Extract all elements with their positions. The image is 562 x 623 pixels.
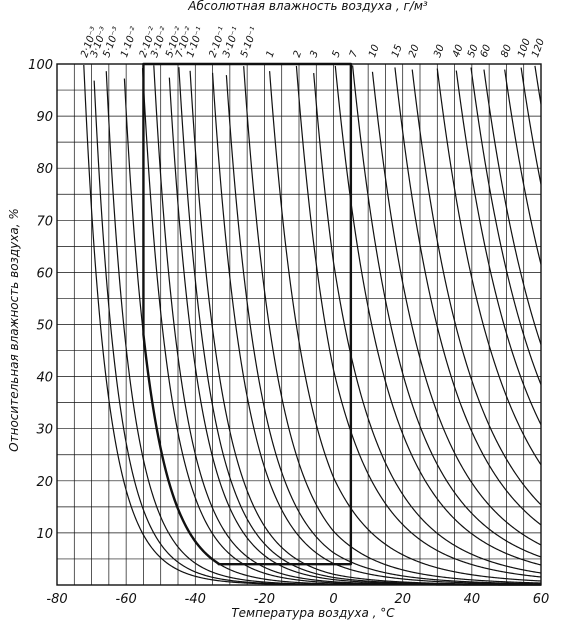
y-tick-label: 60 [36,266,53,281]
curve-label: 20 [407,43,422,59]
x-tick-label: 60 [533,592,550,607]
y-tick-label: 90 [36,110,53,125]
humidity-curve-100 [520,67,542,185]
x-tick-labels: -80 -60 -40 -20 0 20 40 60 [46,592,549,607]
highlighted-region-boundary [142,62,353,566]
curve-label: 80 [499,43,514,59]
y-tick-label: 70 [36,214,53,229]
humidity-curve-80 [504,69,542,265]
curve-label: 5 [331,49,344,59]
y-tick-label: 50 [36,319,53,334]
x-axis-title: Температура воздуха , °C [231,606,395,620]
curve-label: 3 [308,49,321,59]
curve-label: 7 [348,49,361,59]
y-tick-label: 40 [36,371,53,386]
humidity-curve-60 [483,69,542,345]
humidity-curve-15 [394,67,542,526]
x-tick-label: -80 [46,592,67,607]
curve-label: 10 [367,43,382,59]
x-tick-label: -40 [185,592,206,607]
humidity-curve-1 [269,71,542,582]
humidity-curve-30 [436,68,542,466]
x-tick-label: -20 [254,592,275,607]
curve-label: 50 [466,43,481,59]
humidity-curve-10 [371,71,542,546]
x-tick-label: 0 [329,592,337,607]
humidity-curve-120 [534,65,542,105]
curve-label: 60 [479,43,494,59]
y-tick-label: 20 [36,475,53,490]
curve-label: 15 [390,43,405,59]
humidity-curve-2 [295,65,542,578]
x-tick-label: 20 [394,592,411,607]
grid-lines [57,64,541,585]
humidity-curve-0.2 [211,72,542,585]
curve-label: 2 [292,49,305,59]
humidity-curve-50 [470,67,542,385]
highlighted-region [142,62,353,566]
humidity-curve-0.3 [225,75,542,585]
curve-label: 1 [265,49,278,59]
x-tick-label: -60 [116,592,137,607]
y-tick-label: 100 [28,58,53,73]
humidity-curve-7 [351,65,542,558]
humidity-curve-5 [334,65,542,566]
curve-label: 30 [432,43,447,59]
y-tick-label: 10 [36,527,53,542]
y-axis-title: Относительная влажность воздуха, % [7,208,21,452]
curve-label: 40 [451,43,466,59]
plot-frame [56,63,542,586]
humidity-curve-40 [455,70,542,426]
y-tick-label: 80 [36,162,53,177]
humidity-curve-0.5 [243,66,542,584]
y-tick-label: 30 [36,423,53,438]
humidity-curve-0.1 [189,70,542,586]
chart-title: Абсолютная влажность воздуха , г/м³ [187,0,428,13]
humidity-curve-20 [411,69,542,506]
x-tick-label: 40 [464,592,481,607]
y-tick-labels: 10 20 30 40 50 60 70 80 90 100 [28,58,53,542]
